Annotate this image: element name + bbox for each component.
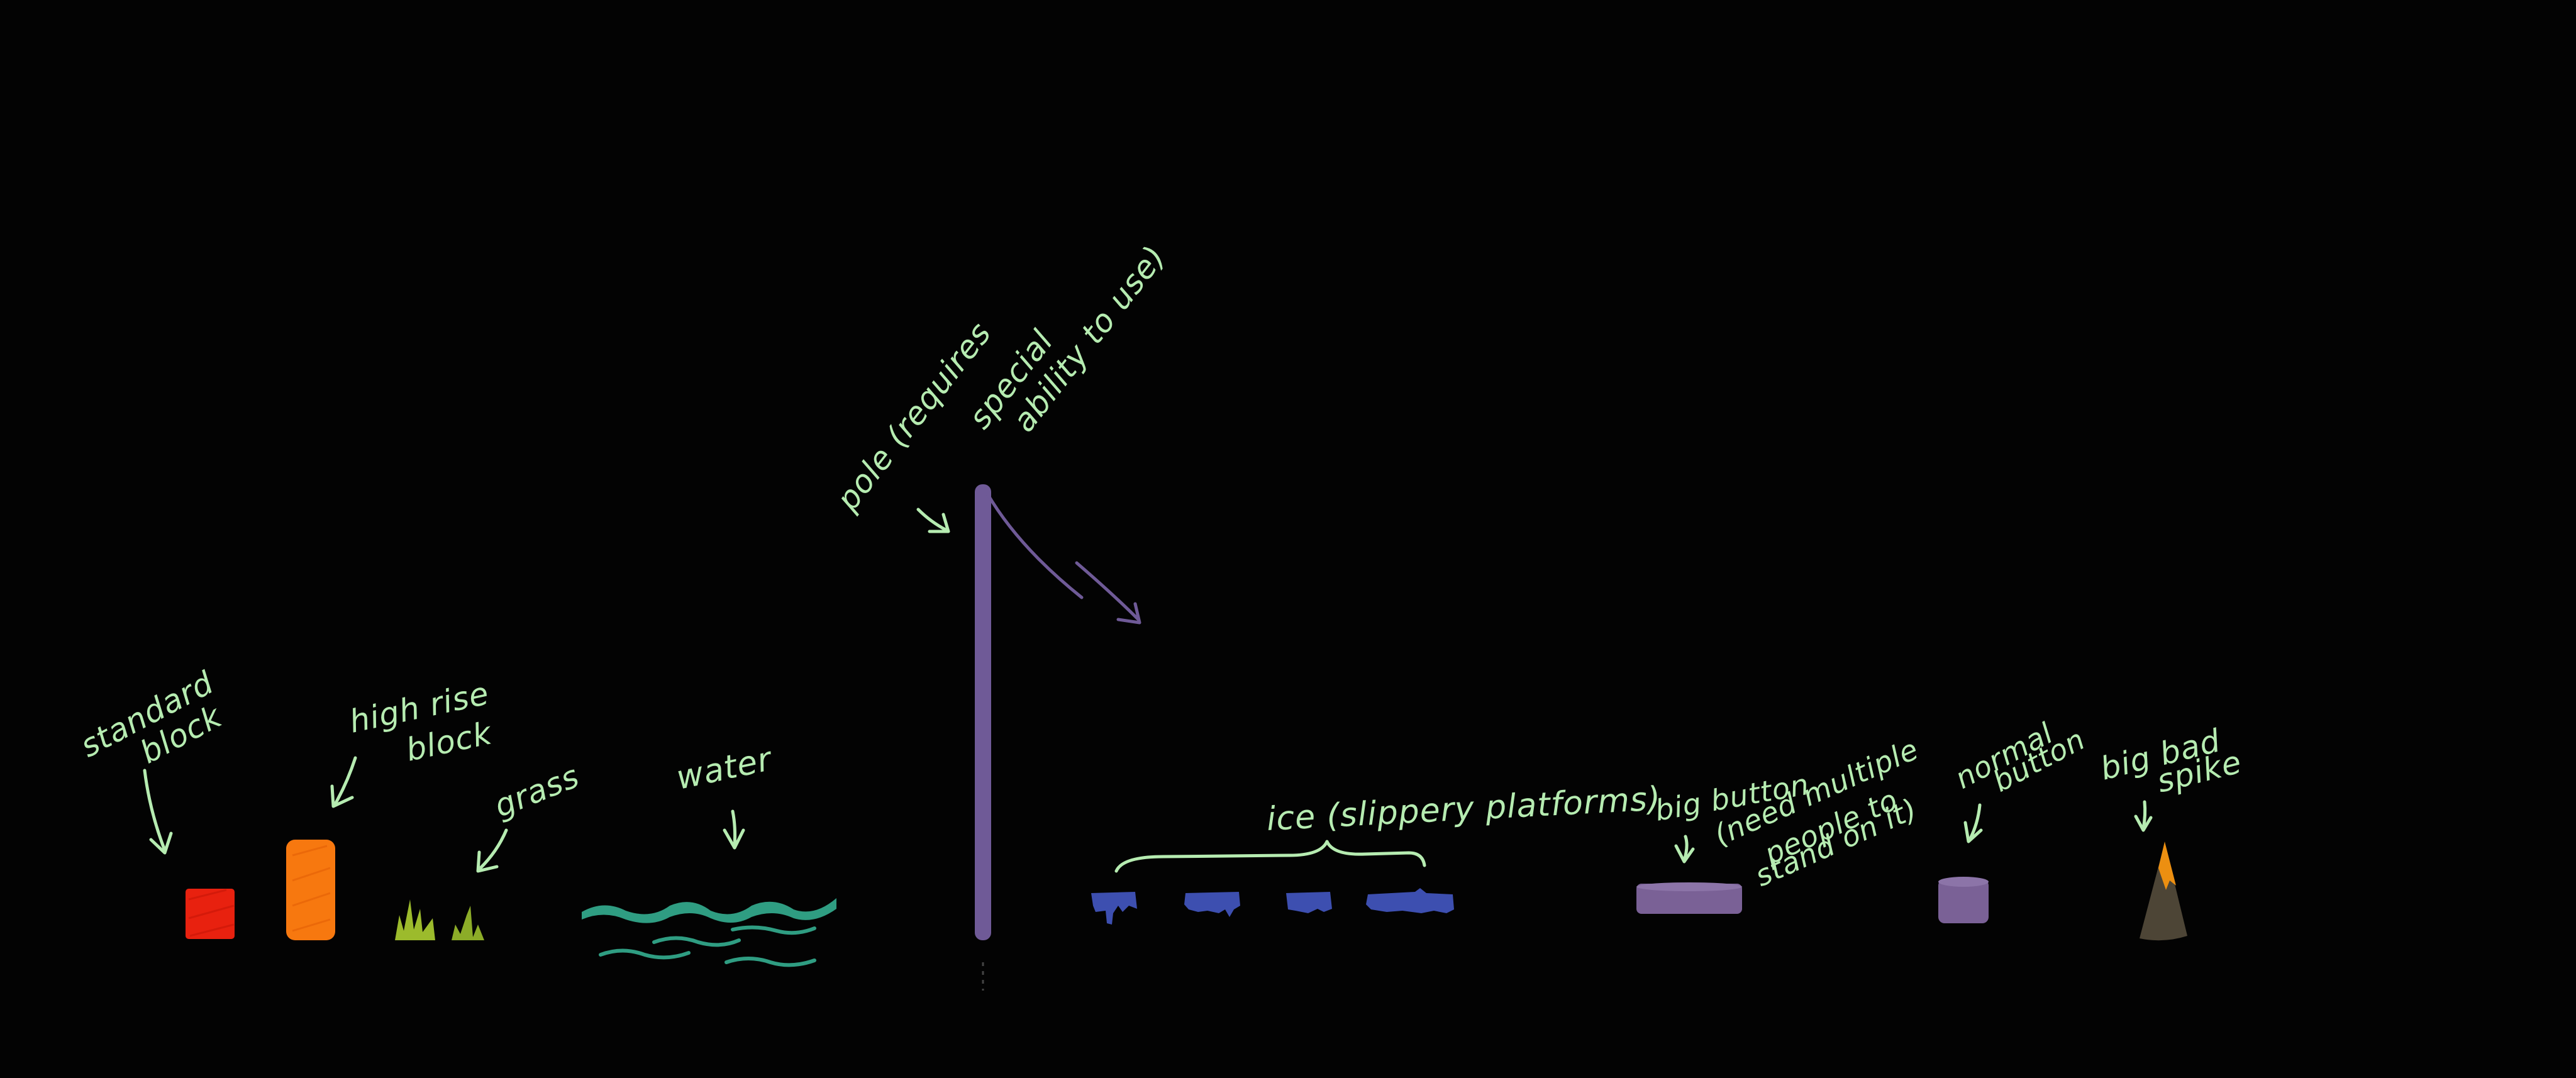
pole-group: pole (requires special ability to use) <box>829 238 1173 991</box>
big-button <box>1636 884 1742 914</box>
water-ripple-3 <box>599 948 691 960</box>
water-label: water <box>673 740 777 797</box>
ice-platform-1 <box>1091 892 1137 925</box>
grass-tuft-large <box>395 899 435 940</box>
ice-platform-4 <box>1366 888 1454 913</box>
high-rise-arrow <box>330 756 357 808</box>
spike-arrow <box>2134 800 2153 832</box>
normal-button-arrow <box>1963 803 1983 843</box>
ice-brace <box>1114 840 1426 873</box>
pole-flag-line <box>985 492 1084 599</box>
grass-arrow <box>476 828 508 873</box>
high-rise-block <box>286 840 335 940</box>
spike-group: big bad spike <box>2097 722 2245 941</box>
spike <box>2140 843 2187 941</box>
ice-label: ice (slippery platforms) <box>1266 780 1662 838</box>
water-group: water <box>582 740 836 967</box>
standard-block-group: standard block <box>74 664 235 939</box>
water-ripple-4 <box>724 957 816 967</box>
water-ripple-2 <box>731 925 816 935</box>
water-arrow <box>723 809 745 850</box>
ice-group: ice (slippery platforms) <box>1091 780 1662 925</box>
spike-tip <box>2158 842 2176 890</box>
pole <box>975 484 991 940</box>
grass-label: grass <box>489 758 585 825</box>
water-ripple-1 <box>652 936 741 947</box>
normal-button <box>1938 879 1989 923</box>
water-surface <box>582 898 836 923</box>
pole-label-arrow <box>916 508 950 533</box>
ice-platform-2 <box>1184 892 1240 917</box>
pole-flag-arrow <box>1075 561 1141 625</box>
grass-group: grass <box>395 758 584 940</box>
standard-block <box>186 889 235 939</box>
ice-platform-3 <box>1286 892 1332 913</box>
grass-tuft-small <box>452 906 484 940</box>
big-button-group: big button (need multiple people to stan… <box>1636 732 1924 914</box>
normal-button-group: normal button <box>1938 716 2090 923</box>
big-button-arrow <box>1674 835 1695 864</box>
standard-block-arrow <box>143 769 173 855</box>
high-rise-block-group: high rise block <box>286 675 496 940</box>
